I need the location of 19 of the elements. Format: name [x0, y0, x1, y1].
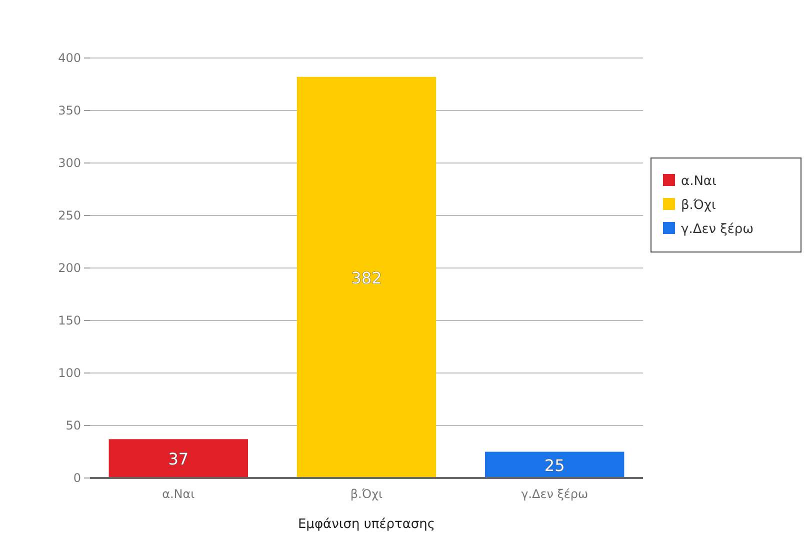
x-axis-title: Εμφάνιση υπέρτασης [298, 517, 436, 532]
y-tick-label: 350 [58, 104, 81, 118]
y-tick-label: 400 [58, 51, 81, 65]
legend-label: α.Ναι [681, 174, 716, 189]
x-tick-label: α.Ναι [162, 487, 195, 501]
y-tick-label: 100 [58, 366, 81, 380]
x-tick-label: β.Όχι [350, 487, 383, 501]
y-tick-label: 0 [73, 471, 81, 485]
y-tick-label: 250 [58, 208, 81, 222]
data-label: 382 [351, 268, 382, 288]
legend-label: γ.Δεν ξέρω [681, 222, 754, 237]
y-tick-label: 150 [58, 314, 81, 328]
y-tick-label: 50 [66, 418, 81, 432]
y-tick-label: 200 [58, 261, 81, 275]
x-tick-label: γ.Δεν ξέρω [521, 487, 588, 501]
data-label: 37 [168, 450, 189, 469]
legend-label: β.Όχι [681, 198, 716, 213]
y-tick-label: 300 [58, 156, 81, 170]
data-label: 25 [544, 456, 565, 475]
